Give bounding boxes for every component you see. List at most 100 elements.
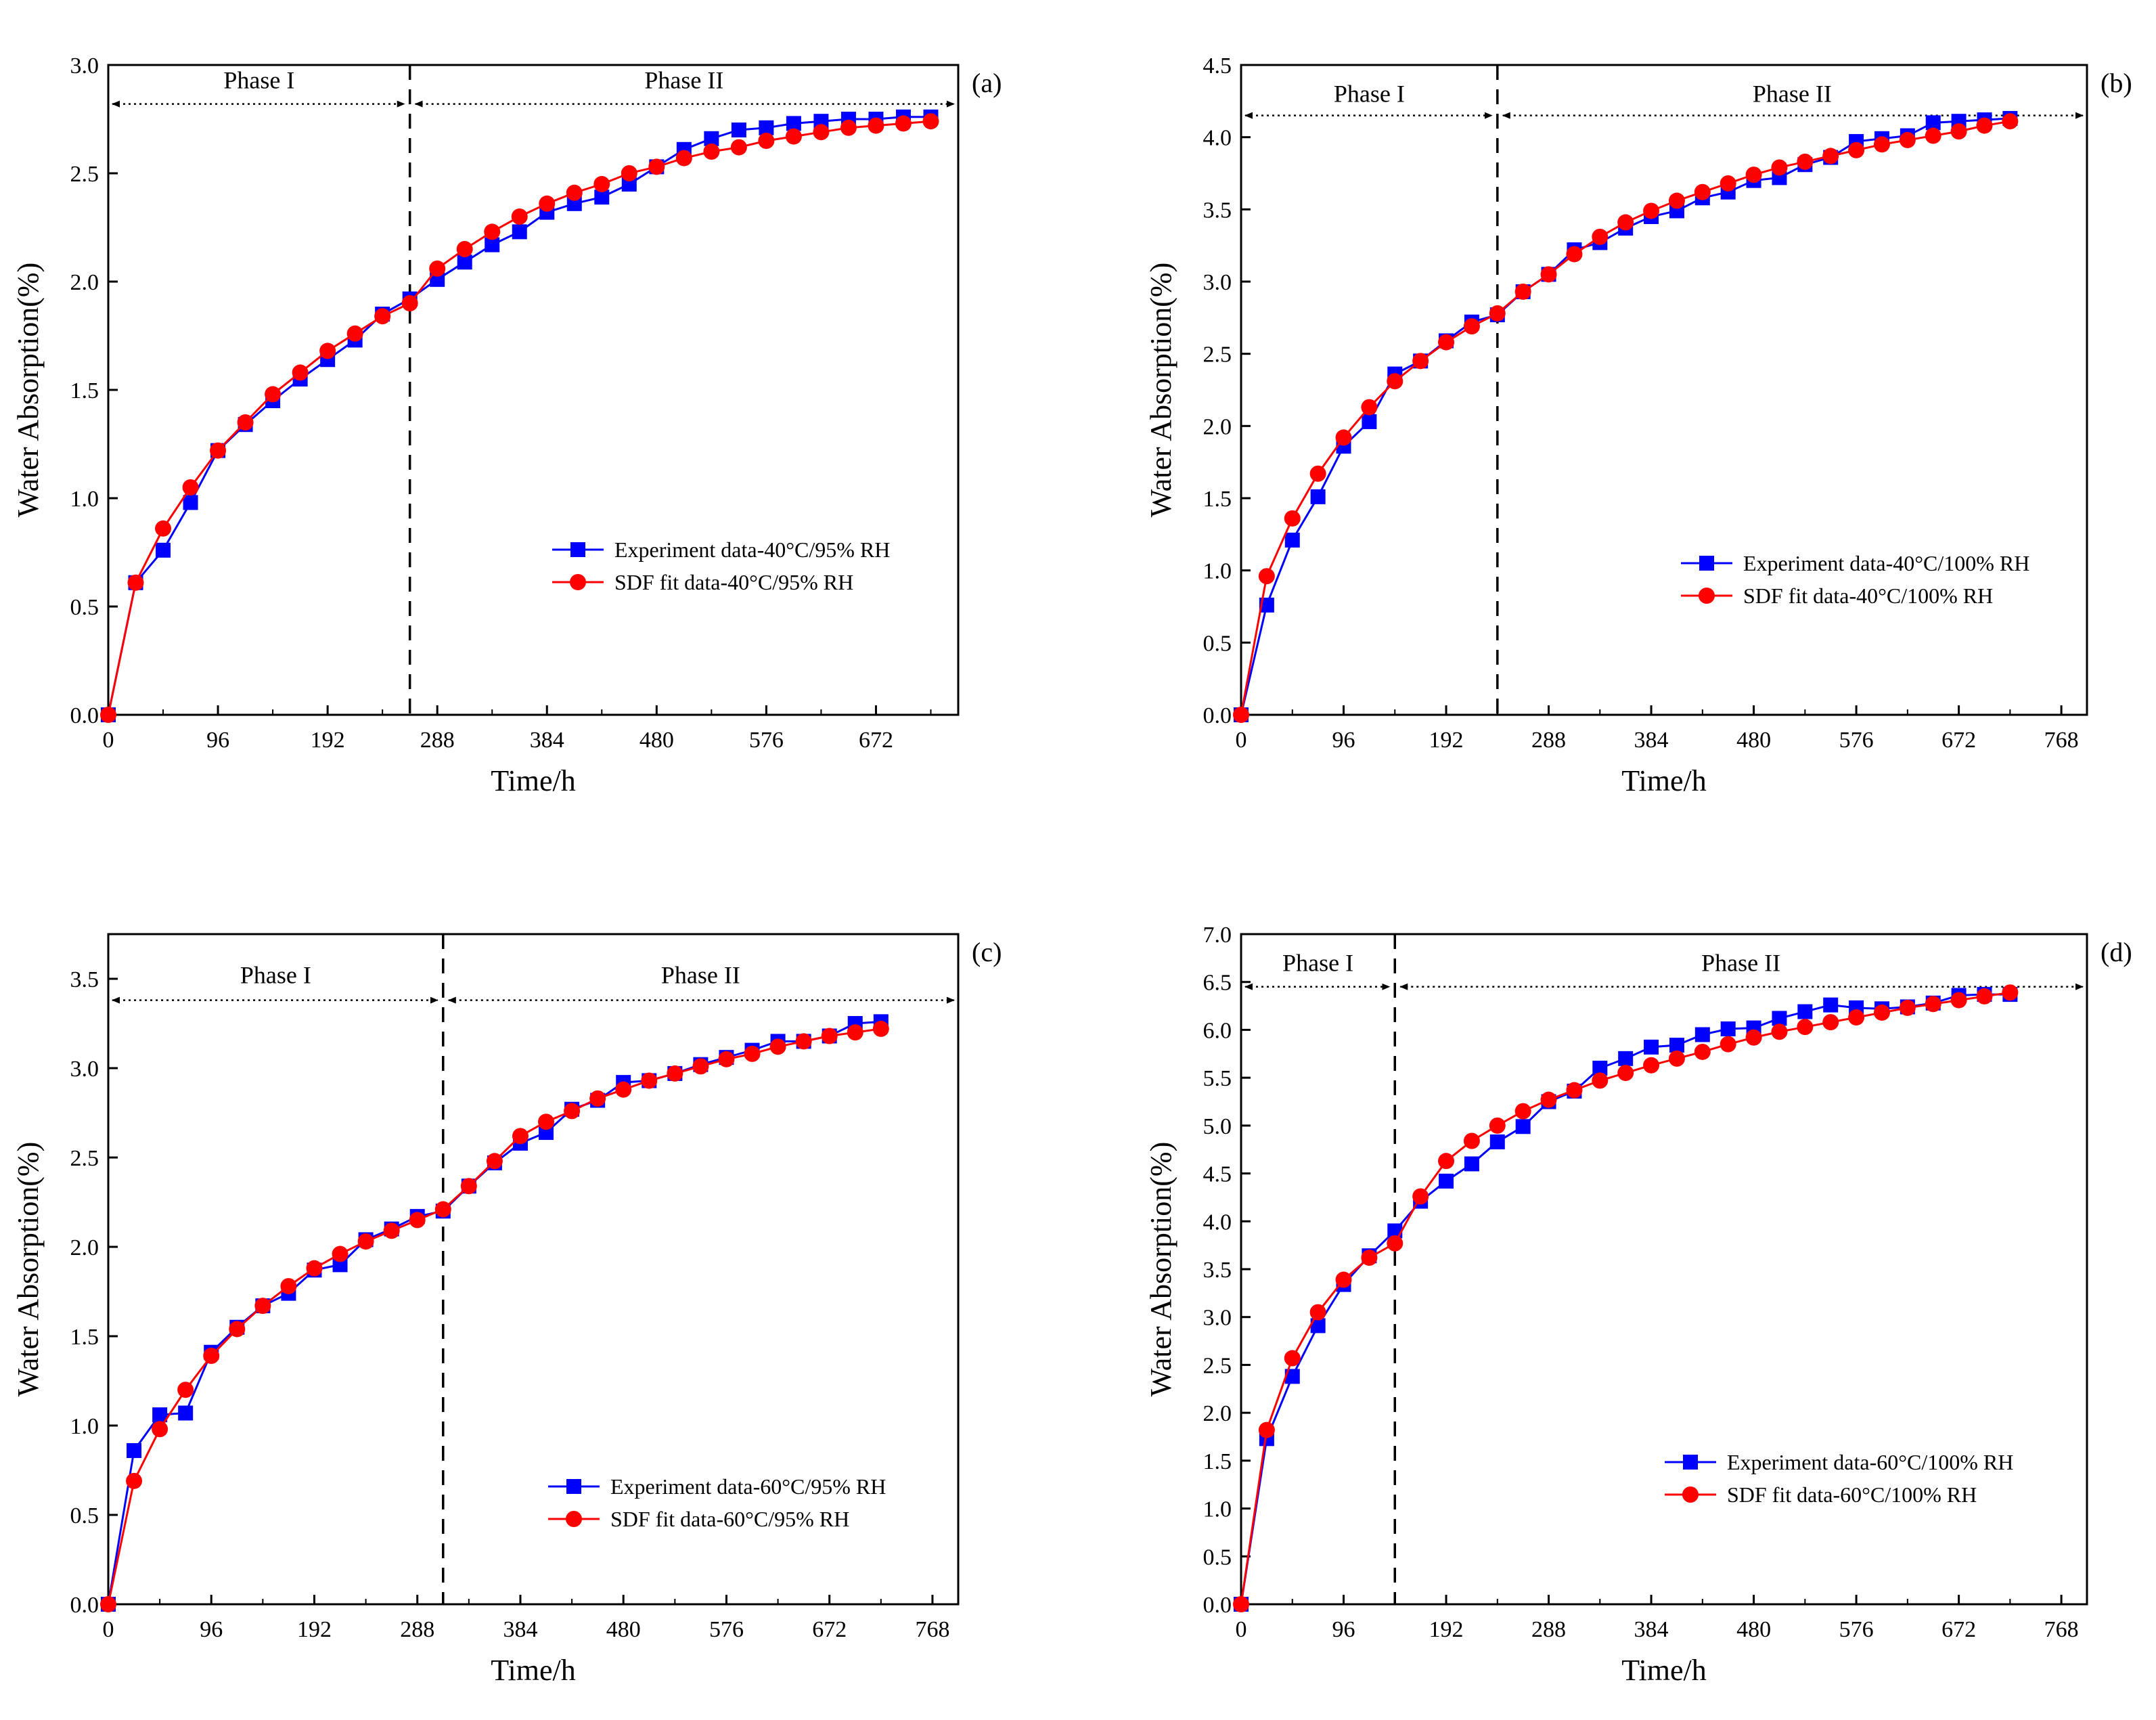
fit-data-point bbox=[1438, 1153, 1455, 1170]
x-tick-label: 480 bbox=[1736, 728, 1771, 753]
fit-data-point bbox=[1822, 148, 1839, 164]
fit-data-point bbox=[730, 139, 747, 156]
experiment-data-point bbox=[178, 1405, 194, 1421]
x-tick-label: 384 bbox=[1634, 1617, 1669, 1642]
panel-label: (c) bbox=[972, 937, 1002, 967]
fit-data-point bbox=[229, 1321, 246, 1338]
fit-data-point bbox=[177, 1382, 194, 1398]
y-tick-label: 1.0 bbox=[70, 1414, 99, 1439]
experiment-data-point bbox=[457, 255, 472, 270]
legend-label: SDF fit data-40°C/100% RH bbox=[1743, 583, 1993, 608]
fit-data-point bbox=[615, 1081, 632, 1098]
experiment-data-point bbox=[594, 190, 610, 205]
x-tick-label: 96 bbox=[206, 728, 229, 753]
x-tick-label: 672 bbox=[1941, 728, 1976, 753]
experiment-data-point bbox=[704, 131, 719, 146]
fit-data-point bbox=[346, 325, 363, 342]
fit-data-point bbox=[1233, 707, 1249, 723]
fit-data-point bbox=[692, 1058, 709, 1075]
y-tick-label: 2.5 bbox=[1203, 1353, 1232, 1378]
y-tick-label: 7.0 bbox=[1203, 923, 1232, 948]
fit-data-point bbox=[593, 176, 610, 192]
fit-data-point bbox=[357, 1233, 374, 1250]
x-axis-title: Time/h bbox=[1621, 764, 1707, 797]
x-tick-label: 768 bbox=[915, 1617, 949, 1642]
fit-data-point bbox=[306, 1260, 323, 1277]
x-tick-label: 672 bbox=[1941, 1617, 1976, 1642]
fit-data-point bbox=[1617, 1065, 1634, 1082]
fit-data-point bbox=[1489, 305, 1506, 322]
fit-data-point bbox=[1694, 183, 1711, 200]
fit-data-point bbox=[409, 1212, 426, 1229]
fit-data-point bbox=[401, 295, 418, 311]
y-tick-label: 0.5 bbox=[1203, 1545, 1232, 1570]
x-tick-label: 384 bbox=[503, 1617, 537, 1642]
fit-data-point bbox=[1412, 1188, 1429, 1205]
fit-data-point bbox=[1771, 159, 1788, 176]
fit-data-point bbox=[2002, 984, 2019, 1001]
fit-data-point bbox=[895, 115, 912, 132]
phase-2-label: Phase II bbox=[1701, 949, 1780, 976]
fit-data-point bbox=[292, 364, 309, 381]
fit-data-point bbox=[155, 520, 172, 537]
experiment-data-point bbox=[1669, 1038, 1684, 1053]
legend-label: Experiment data-40°C/100% RH bbox=[1743, 551, 2029, 575]
phase-1-label: Phase I bbox=[223, 66, 294, 93]
y-tick-label: 1.0 bbox=[1203, 559, 1232, 584]
fit-data-point bbox=[1873, 136, 1890, 153]
x-tick-label: 480 bbox=[1736, 1617, 1771, 1642]
fit-data-point bbox=[100, 1596, 116, 1612]
fit-data-point bbox=[847, 1024, 863, 1041]
legend-marker bbox=[566, 1479, 581, 1494]
fit-data-point bbox=[1361, 399, 1378, 416]
fit-data-point bbox=[1976, 988, 1993, 1005]
y-tick-label: 2.5 bbox=[1203, 343, 1232, 368]
fit-data-point bbox=[383, 1222, 400, 1239]
fit-data-point bbox=[840, 119, 857, 136]
experiment-data-point bbox=[1592, 1061, 1608, 1076]
experiment-data-point bbox=[152, 1407, 168, 1423]
x-tick-label: 384 bbox=[530, 728, 564, 753]
fit-data-point bbox=[922, 113, 939, 130]
series-line-experiment bbox=[1240, 117, 2011, 715]
fit-data-point bbox=[512, 1128, 529, 1145]
fit-data-point bbox=[210, 442, 227, 459]
panel-label: (b) bbox=[2101, 68, 2132, 98]
phase-1-label: Phase I bbox=[240, 962, 311, 989]
fit-data-point bbox=[511, 208, 528, 225]
fit-data-point bbox=[1592, 228, 1609, 245]
y-tick-label: 0.0 bbox=[1203, 1593, 1232, 1618]
x-tick-label: 576 bbox=[709, 1617, 744, 1642]
legend-label: SDF fit data-60°C/95% RH bbox=[610, 1507, 849, 1531]
y-tick-label: 2.0 bbox=[70, 1235, 99, 1260]
fit-data-point bbox=[486, 1153, 503, 1170]
legend-marker bbox=[1682, 1486, 1699, 1503]
fit-data-point bbox=[1309, 1304, 1326, 1321]
fit-data-point bbox=[1566, 246, 1583, 263]
x-tick-label: 0 bbox=[1236, 1617, 1247, 1642]
fit-data-point bbox=[1899, 999, 1916, 1016]
fit-data-point bbox=[1540, 1091, 1557, 1108]
x-tick-label: 480 bbox=[606, 1617, 641, 1642]
fit-data-point bbox=[1514, 283, 1531, 300]
y-tick-label: 4.0 bbox=[1203, 1210, 1232, 1235]
y-tick-label: 2.0 bbox=[1203, 1401, 1232, 1426]
panel-a: 0 96 192 288 384 480 576 672 0.0 0.5 1.0 1.5 2.0 2.5 3… bbox=[12, 53, 1002, 797]
fit-data-point bbox=[456, 241, 473, 257]
experiment-data-point bbox=[1618, 1051, 1634, 1066]
x-tick-label: 0 bbox=[1236, 728, 1247, 753]
y-tick-label: 0.5 bbox=[70, 1503, 99, 1528]
y-tick-label: 4.0 bbox=[1203, 126, 1232, 151]
panel-label: (a) bbox=[972, 68, 1002, 98]
x-tick-label: 384 bbox=[1634, 728, 1669, 753]
fit-data-point bbox=[1899, 131, 1916, 148]
fit-data-point bbox=[1668, 192, 1685, 209]
x-tick-label: 96 bbox=[200, 1617, 223, 1642]
fit-data-point bbox=[703, 144, 720, 160]
x-tick-label: 576 bbox=[1839, 1617, 1874, 1642]
plot-frame bbox=[1240, 64, 2088, 716]
fit-data-point bbox=[1745, 167, 1762, 183]
y-tick-label: 2.0 bbox=[70, 270, 99, 295]
fit-data-point bbox=[813, 124, 830, 141]
fit-data-point bbox=[460, 1178, 477, 1195]
